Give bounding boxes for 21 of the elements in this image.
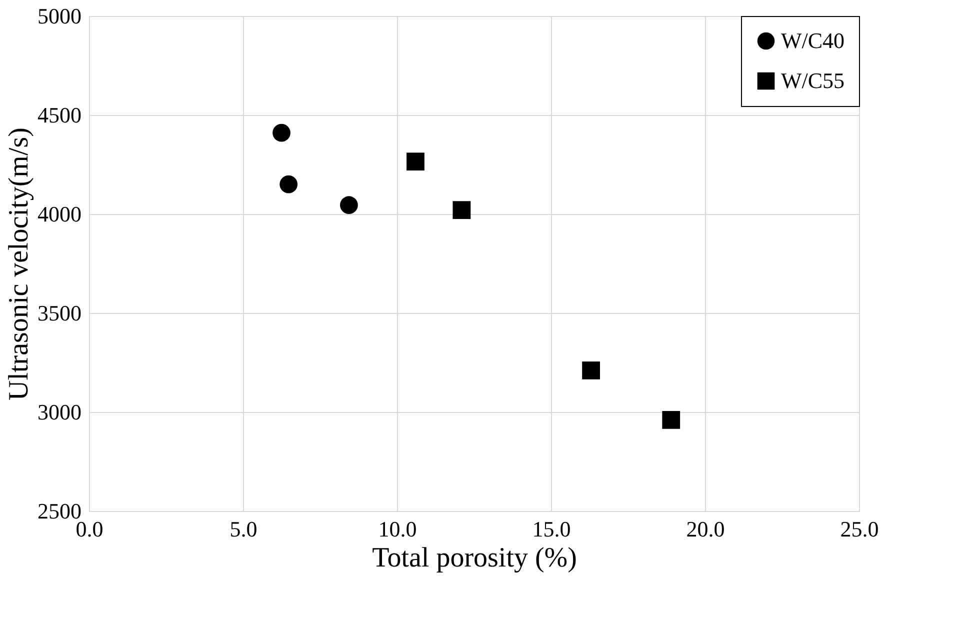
legend-label: W/C40 bbox=[781, 28, 845, 53]
point bbox=[662, 410, 680, 429]
y-tick-label: 5000 bbox=[38, 4, 82, 28]
point bbox=[452, 201, 471, 219]
x-tick-label: 25.0 bbox=[840, 516, 879, 542]
x-tick-label: 10.0 bbox=[378, 516, 417, 542]
y-tick-label: 3500 bbox=[38, 300, 82, 326]
point bbox=[340, 196, 358, 214]
point bbox=[280, 175, 298, 194]
y-tick-label: 4500 bbox=[38, 102, 82, 128]
x-tick-label: 20.0 bbox=[686, 516, 725, 542]
y-axis-title: Ultrasonic velocity(m/s) bbox=[4, 128, 34, 400]
y-tick-label: 4000 bbox=[38, 202, 82, 226]
x-axis-title: Total porosity (%) bbox=[372, 542, 577, 574]
legend-label: W/C55 bbox=[781, 68, 845, 93]
point bbox=[272, 124, 290, 142]
point bbox=[582, 361, 600, 380]
x-tick-label: 15.0 bbox=[532, 516, 571, 542]
x-tick-label: 5.0 bbox=[230, 516, 258, 542]
point bbox=[406, 152, 424, 170]
y-tick-label: 3000 bbox=[38, 400, 82, 424]
